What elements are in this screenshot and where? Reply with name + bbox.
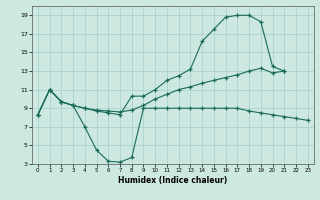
X-axis label: Humidex (Indice chaleur): Humidex (Indice chaleur): [118, 176, 228, 185]
